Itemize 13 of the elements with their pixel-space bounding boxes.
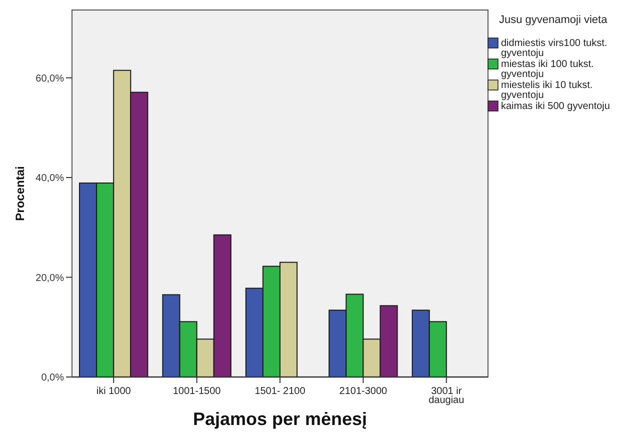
- legend-title: Jusu gyvenamoji vieta: [499, 14, 608, 26]
- y-tick-label: 0,0%: [41, 372, 64, 384]
- y-axis-title: Procentai: [13, 166, 27, 221]
- x-tick-label: iki 1000: [96, 386, 132, 397]
- y-tick-label: 40,0%: [36, 173, 64, 184]
- x-tick-label: 2101-3000: [339, 386, 388, 397]
- y-tick-label: 60,0%: [36, 73, 64, 84]
- legend-label: kaimas iki 500 gyventoju: [501, 101, 610, 112]
- y-tick-label: 20,0%: [36, 272, 64, 284]
- x-tick-label: 1001-1500: [172, 386, 222, 397]
- x-tick-label: 3001 ir daugiau: [428, 386, 464, 406]
- x-axis-title: Pajamos per mėnesį: [192, 409, 368, 429]
- x-tick-label: 1501- 2100: [254, 386, 306, 397]
